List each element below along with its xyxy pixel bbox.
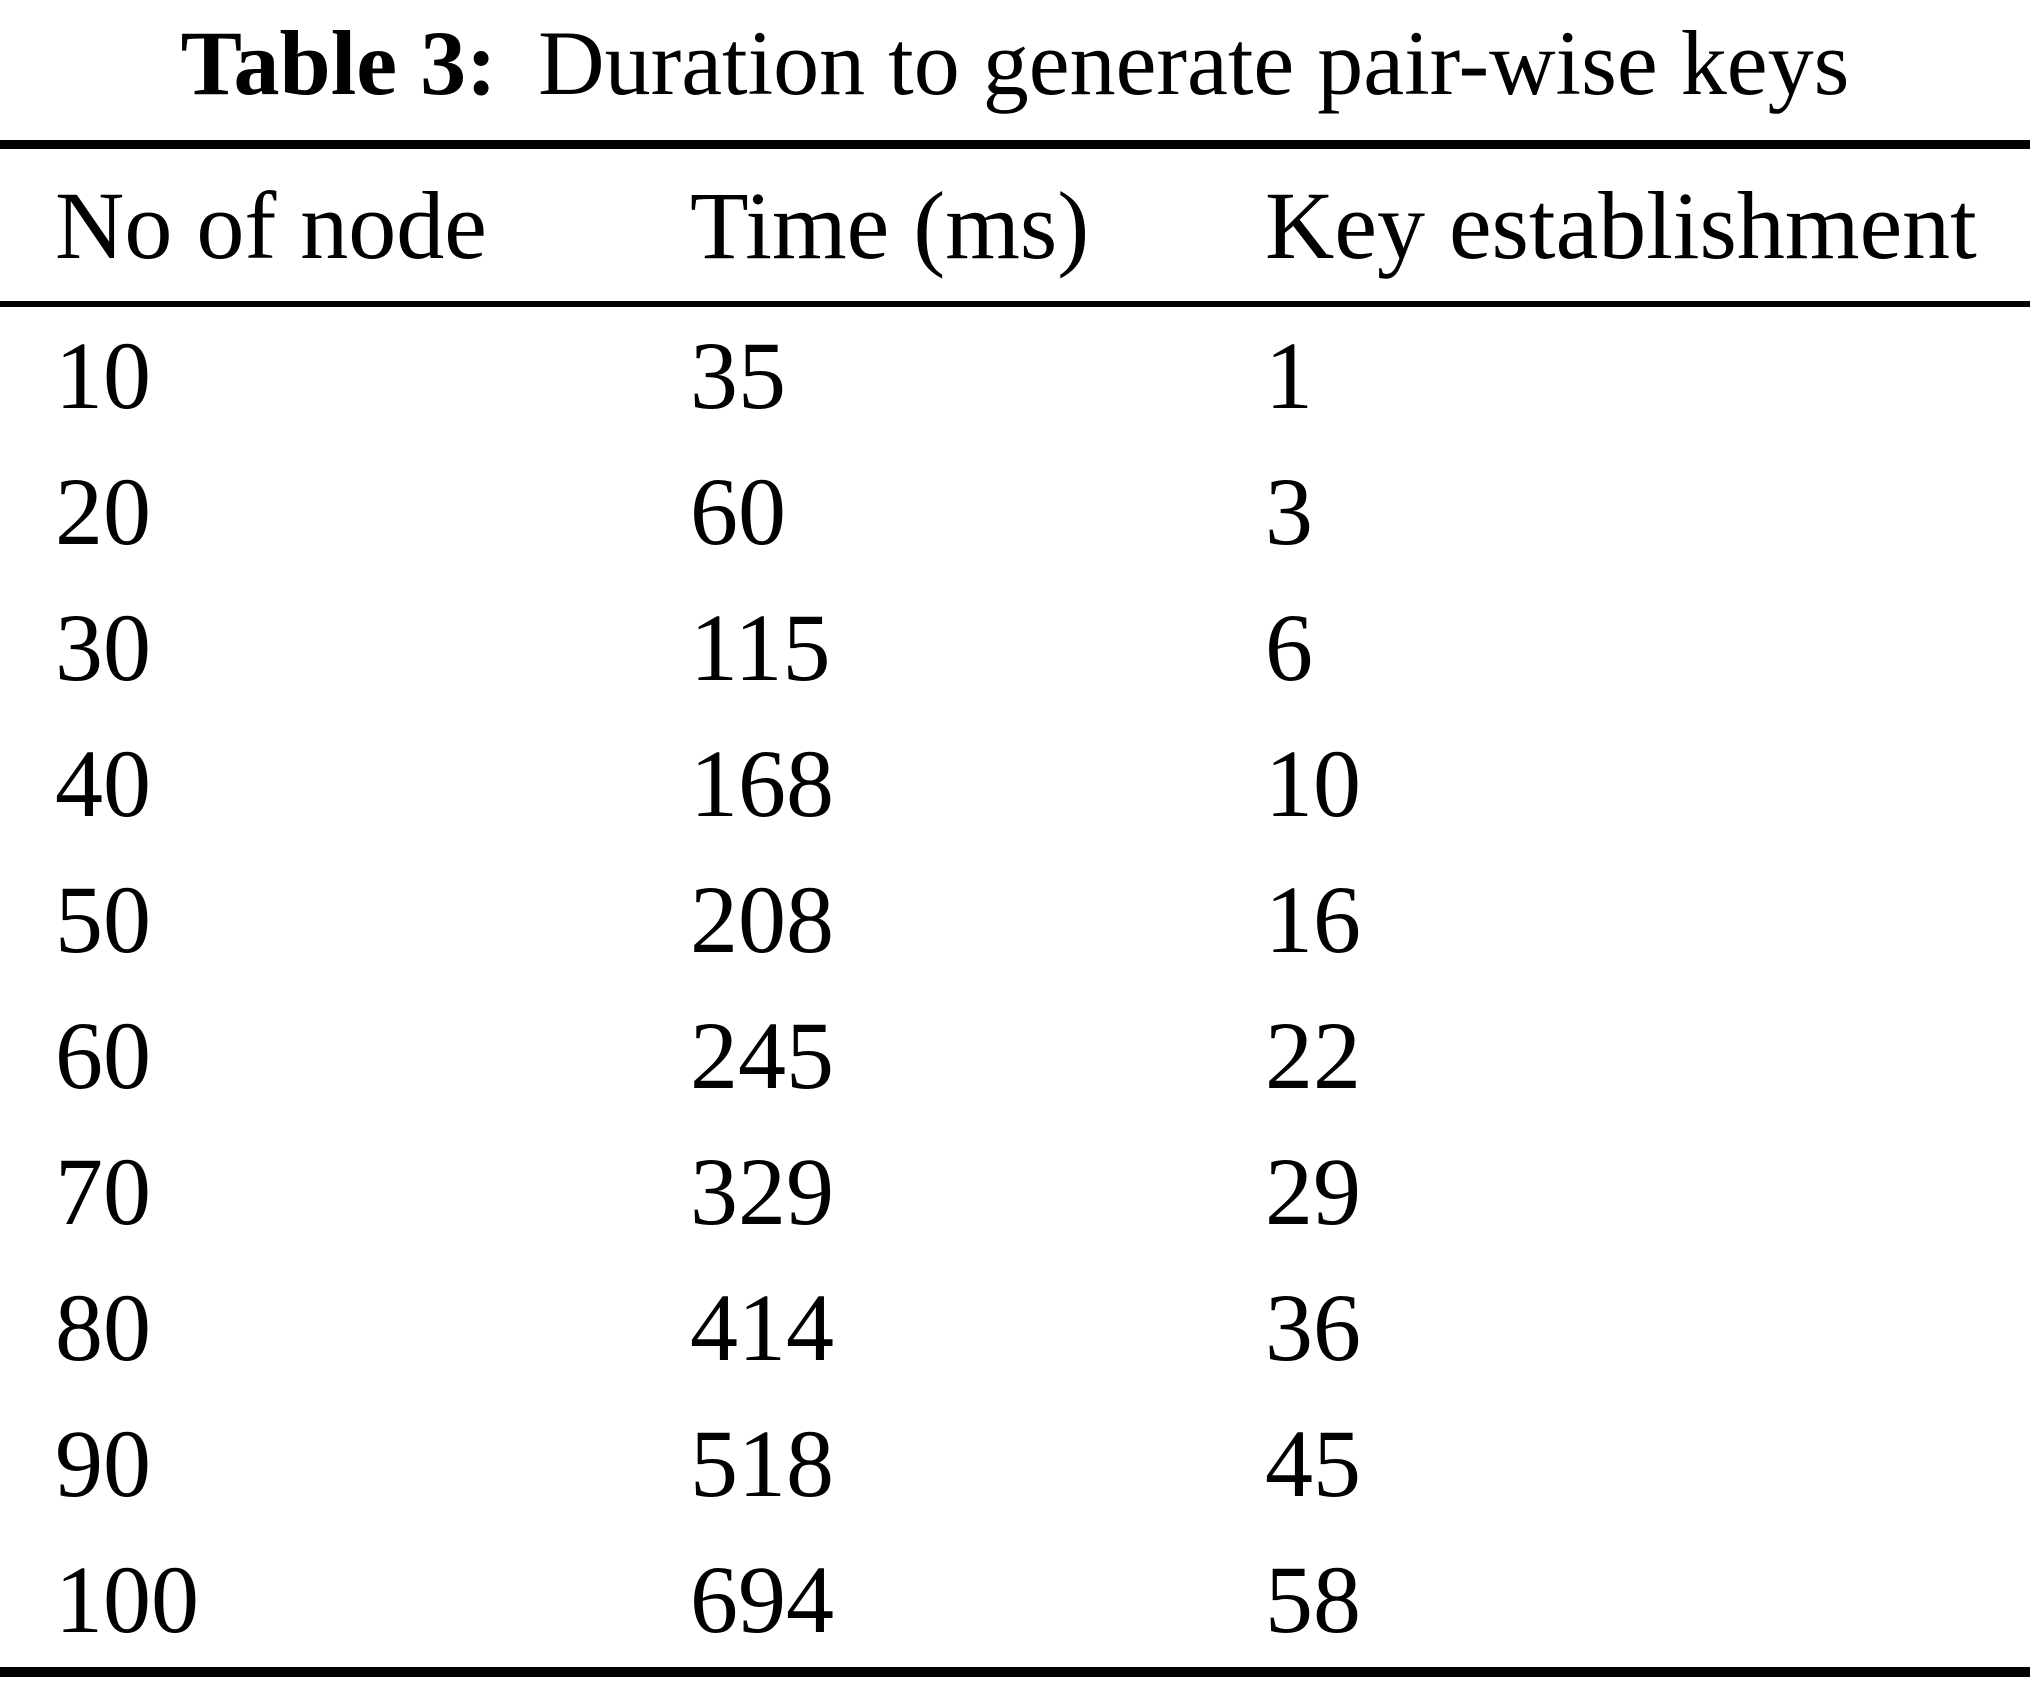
table-cell: 22: [1265, 1001, 1361, 1109]
table-cell: 60: [55, 1001, 151, 1109]
table-cell: 80: [55, 1273, 151, 1381]
table-cell: 30: [55, 593, 151, 701]
table-cell: 40: [55, 729, 151, 837]
table-cell: 60: [690, 457, 786, 565]
table-cell: 3: [1265, 457, 1313, 565]
table-caption-label: Table 3:: [180, 12, 497, 114]
table-caption-text: Duration to generate pair-wise keys: [538, 12, 1850, 114]
column-header-no-of-node: No of node: [0, 144, 635, 307]
table-row: 50 208 16: [0, 851, 2030, 987]
table-cell: 414: [690, 1273, 834, 1381]
table-cell: 518: [690, 1409, 834, 1517]
header-row: No of node Time (ms) Key establishment: [0, 144, 2030, 307]
table-cell: 29: [1265, 1137, 1361, 1245]
table-cell: 10: [1265, 729, 1361, 837]
table-row: 70 329 29: [0, 1123, 2030, 1259]
column-header-time-ms: Time (ms): [635, 144, 1210, 307]
table-row: 10 35 1: [0, 304, 2030, 443]
column-header-key-establishment: Key establishment: [1210, 144, 2030, 307]
table-row: 30 115 6: [0, 579, 2030, 715]
table-cell: 208: [690, 865, 834, 973]
table-cell: 45: [1265, 1409, 1361, 1517]
table-cell: 16: [1265, 865, 1361, 973]
table-row: 60 245 22: [0, 987, 2030, 1123]
table-cell: 6: [1265, 593, 1313, 701]
table-row: 100 694 58: [0, 1531, 2030, 1672]
table-row: 40 168 10: [0, 715, 2030, 851]
table-cell: 1: [1265, 321, 1313, 429]
table-cell: 70: [55, 1137, 151, 1245]
table-cell: 168: [690, 729, 834, 837]
table-cell: 50: [55, 865, 151, 973]
table-cell: 694: [690, 1545, 834, 1653]
table-cell: 100: [55, 1545, 199, 1653]
table-cell: 329: [690, 1137, 834, 1245]
table-cell: 36: [1265, 1273, 1361, 1381]
table-caption: Table 3: Duration to generate pair-wise k…: [0, 0, 2030, 140]
table-cell: 10: [55, 321, 151, 429]
table-cell: 245: [690, 1001, 834, 1109]
table-row: 80 414 36: [0, 1259, 2030, 1395]
table-cell: 115: [690, 593, 831, 701]
table-cell: 35: [690, 321, 786, 429]
table-cell: 90: [55, 1409, 151, 1517]
results-table: No of node Time (ms) Key establishment 1…: [0, 140, 2030, 1677]
table-cell: 58: [1265, 1545, 1361, 1653]
table-row: 20 60 3: [0, 443, 2030, 579]
table-cell: 20: [55, 457, 151, 565]
table-row: 90 518 45: [0, 1395, 2030, 1531]
